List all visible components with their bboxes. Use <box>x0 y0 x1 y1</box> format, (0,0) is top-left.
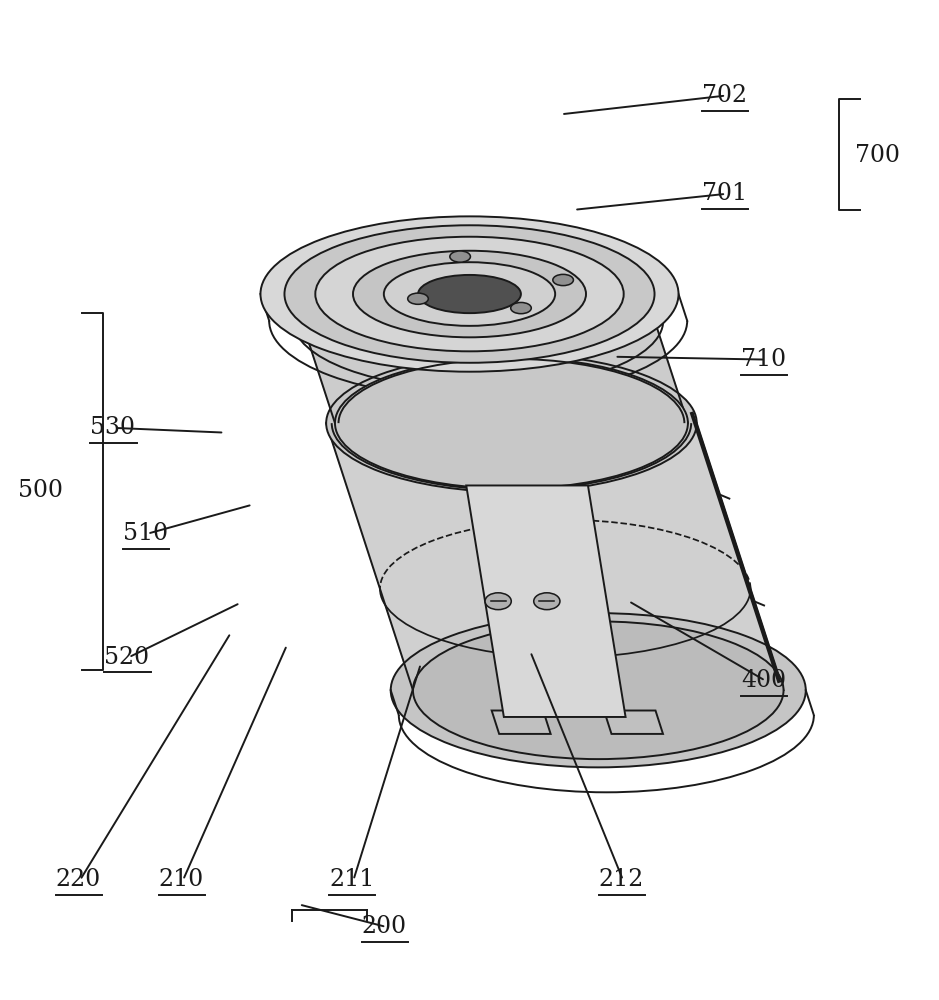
Polygon shape <box>326 423 783 690</box>
Polygon shape <box>467 485 625 717</box>
Ellipse shape <box>285 225 654 363</box>
Ellipse shape <box>260 216 679 372</box>
Text: 200: 200 <box>362 915 407 938</box>
Text: 400: 400 <box>741 669 786 692</box>
Ellipse shape <box>413 621 783 759</box>
Ellipse shape <box>384 262 555 326</box>
Text: 530: 530 <box>90 416 135 439</box>
Polygon shape <box>604 711 663 734</box>
Text: 701: 701 <box>701 182 747 205</box>
Ellipse shape <box>335 358 688 489</box>
Ellipse shape <box>408 293 428 304</box>
Text: 220: 220 <box>55 868 100 891</box>
Ellipse shape <box>533 593 560 610</box>
Ellipse shape <box>353 251 586 337</box>
Text: 211: 211 <box>329 868 375 891</box>
Text: 710: 710 <box>741 348 786 371</box>
Polygon shape <box>301 321 688 423</box>
Ellipse shape <box>485 593 511 610</box>
Polygon shape <box>492 711 550 734</box>
Ellipse shape <box>553 274 574 286</box>
Ellipse shape <box>316 237 623 351</box>
Text: 700: 700 <box>855 144 901 167</box>
Text: 702: 702 <box>701 84 747 107</box>
Text: 210: 210 <box>159 868 204 891</box>
Text: 500: 500 <box>18 479 63 502</box>
Ellipse shape <box>450 251 470 262</box>
Text: 510: 510 <box>123 522 168 545</box>
Ellipse shape <box>326 354 697 492</box>
Ellipse shape <box>418 275 521 313</box>
Ellipse shape <box>511 302 531 314</box>
Text: 520: 520 <box>104 646 149 669</box>
Ellipse shape <box>391 613 806 767</box>
Text: 212: 212 <box>599 868 644 891</box>
